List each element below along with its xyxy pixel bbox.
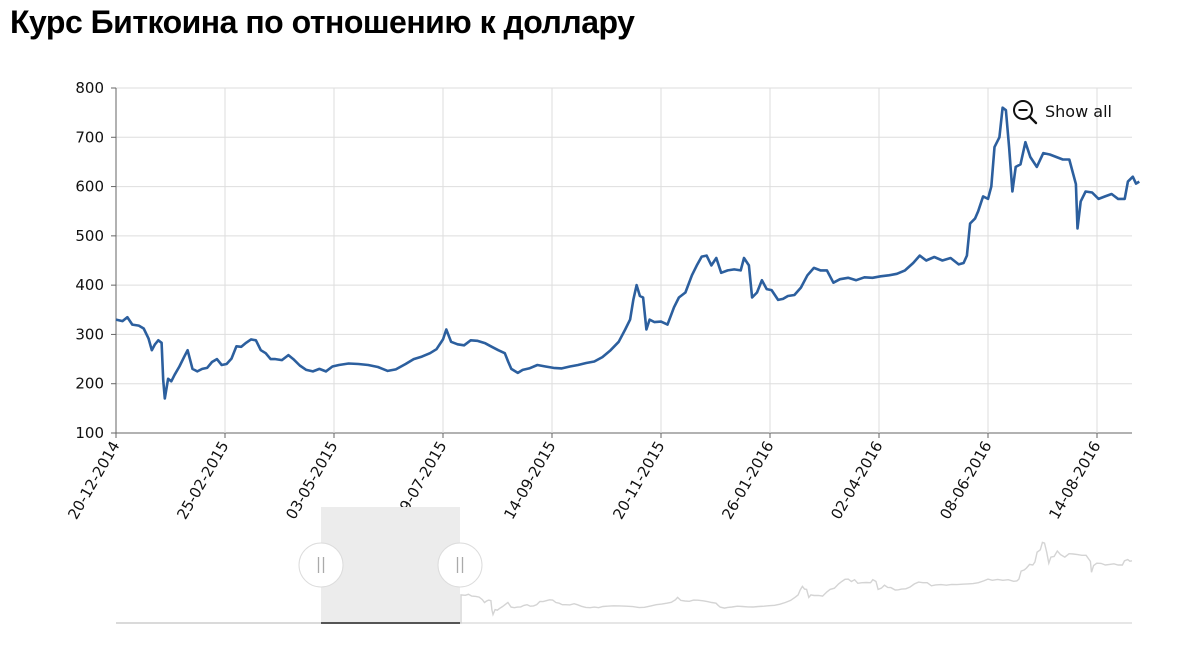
x-axis: 20-12-2014 25-02-2015 03-05-2015 09-07-2015… [64, 433, 1104, 523]
y-tick-label: 100 [75, 424, 104, 442]
y-tick-label: 300 [75, 325, 104, 343]
y-tick-label: 800 [75, 79, 104, 97]
navigator-series-line [116, 541, 1133, 624]
show-all-button[interactable]: Show all [1008, 96, 1120, 128]
x-tick-label: 20-12-2014 [64, 438, 123, 523]
y-tick-label: 200 [75, 375, 104, 393]
show-all-label: Show all [1045, 102, 1112, 121]
navigator[interactable] [116, 507, 1133, 624]
x-tick-label: 14-09-2015 [500, 438, 559, 523]
x-tick-label: 08-06-2016 [936, 438, 995, 523]
y-axis: 100 200 300 400 500 600 700 800 [75, 79, 117, 442]
x-tick-label: 26-01-2016 [718, 438, 777, 523]
x-tick-label: 02-04-2016 [827, 438, 886, 523]
drag-grip-icon [456, 557, 464, 573]
y-tick-label: 400 [75, 276, 104, 294]
zoom-out-icon [1013, 100, 1038, 125]
y-tick-label: 600 [75, 178, 104, 196]
navigator-handle-right[interactable] [437, 542, 483, 588]
navigator-handle-left[interactable] [298, 542, 344, 588]
navigator-selection[interactable] [321, 507, 460, 623]
price-series-line [115, 106, 1140, 400]
grid-lines [115, 87, 1132, 434]
x-tick-label: 25-02-2015 [173, 438, 232, 523]
x-tick-label: 20-11-2015 [609, 438, 668, 523]
y-tick-label: 700 [75, 128, 104, 146]
x-tick-label: 14-08-2016 [1045, 438, 1104, 523]
y-tick-label: 500 [75, 227, 104, 245]
page-title: Курс Биткоина по отношению к доллару [10, 4, 635, 40]
drag-grip-icon [317, 557, 325, 573]
